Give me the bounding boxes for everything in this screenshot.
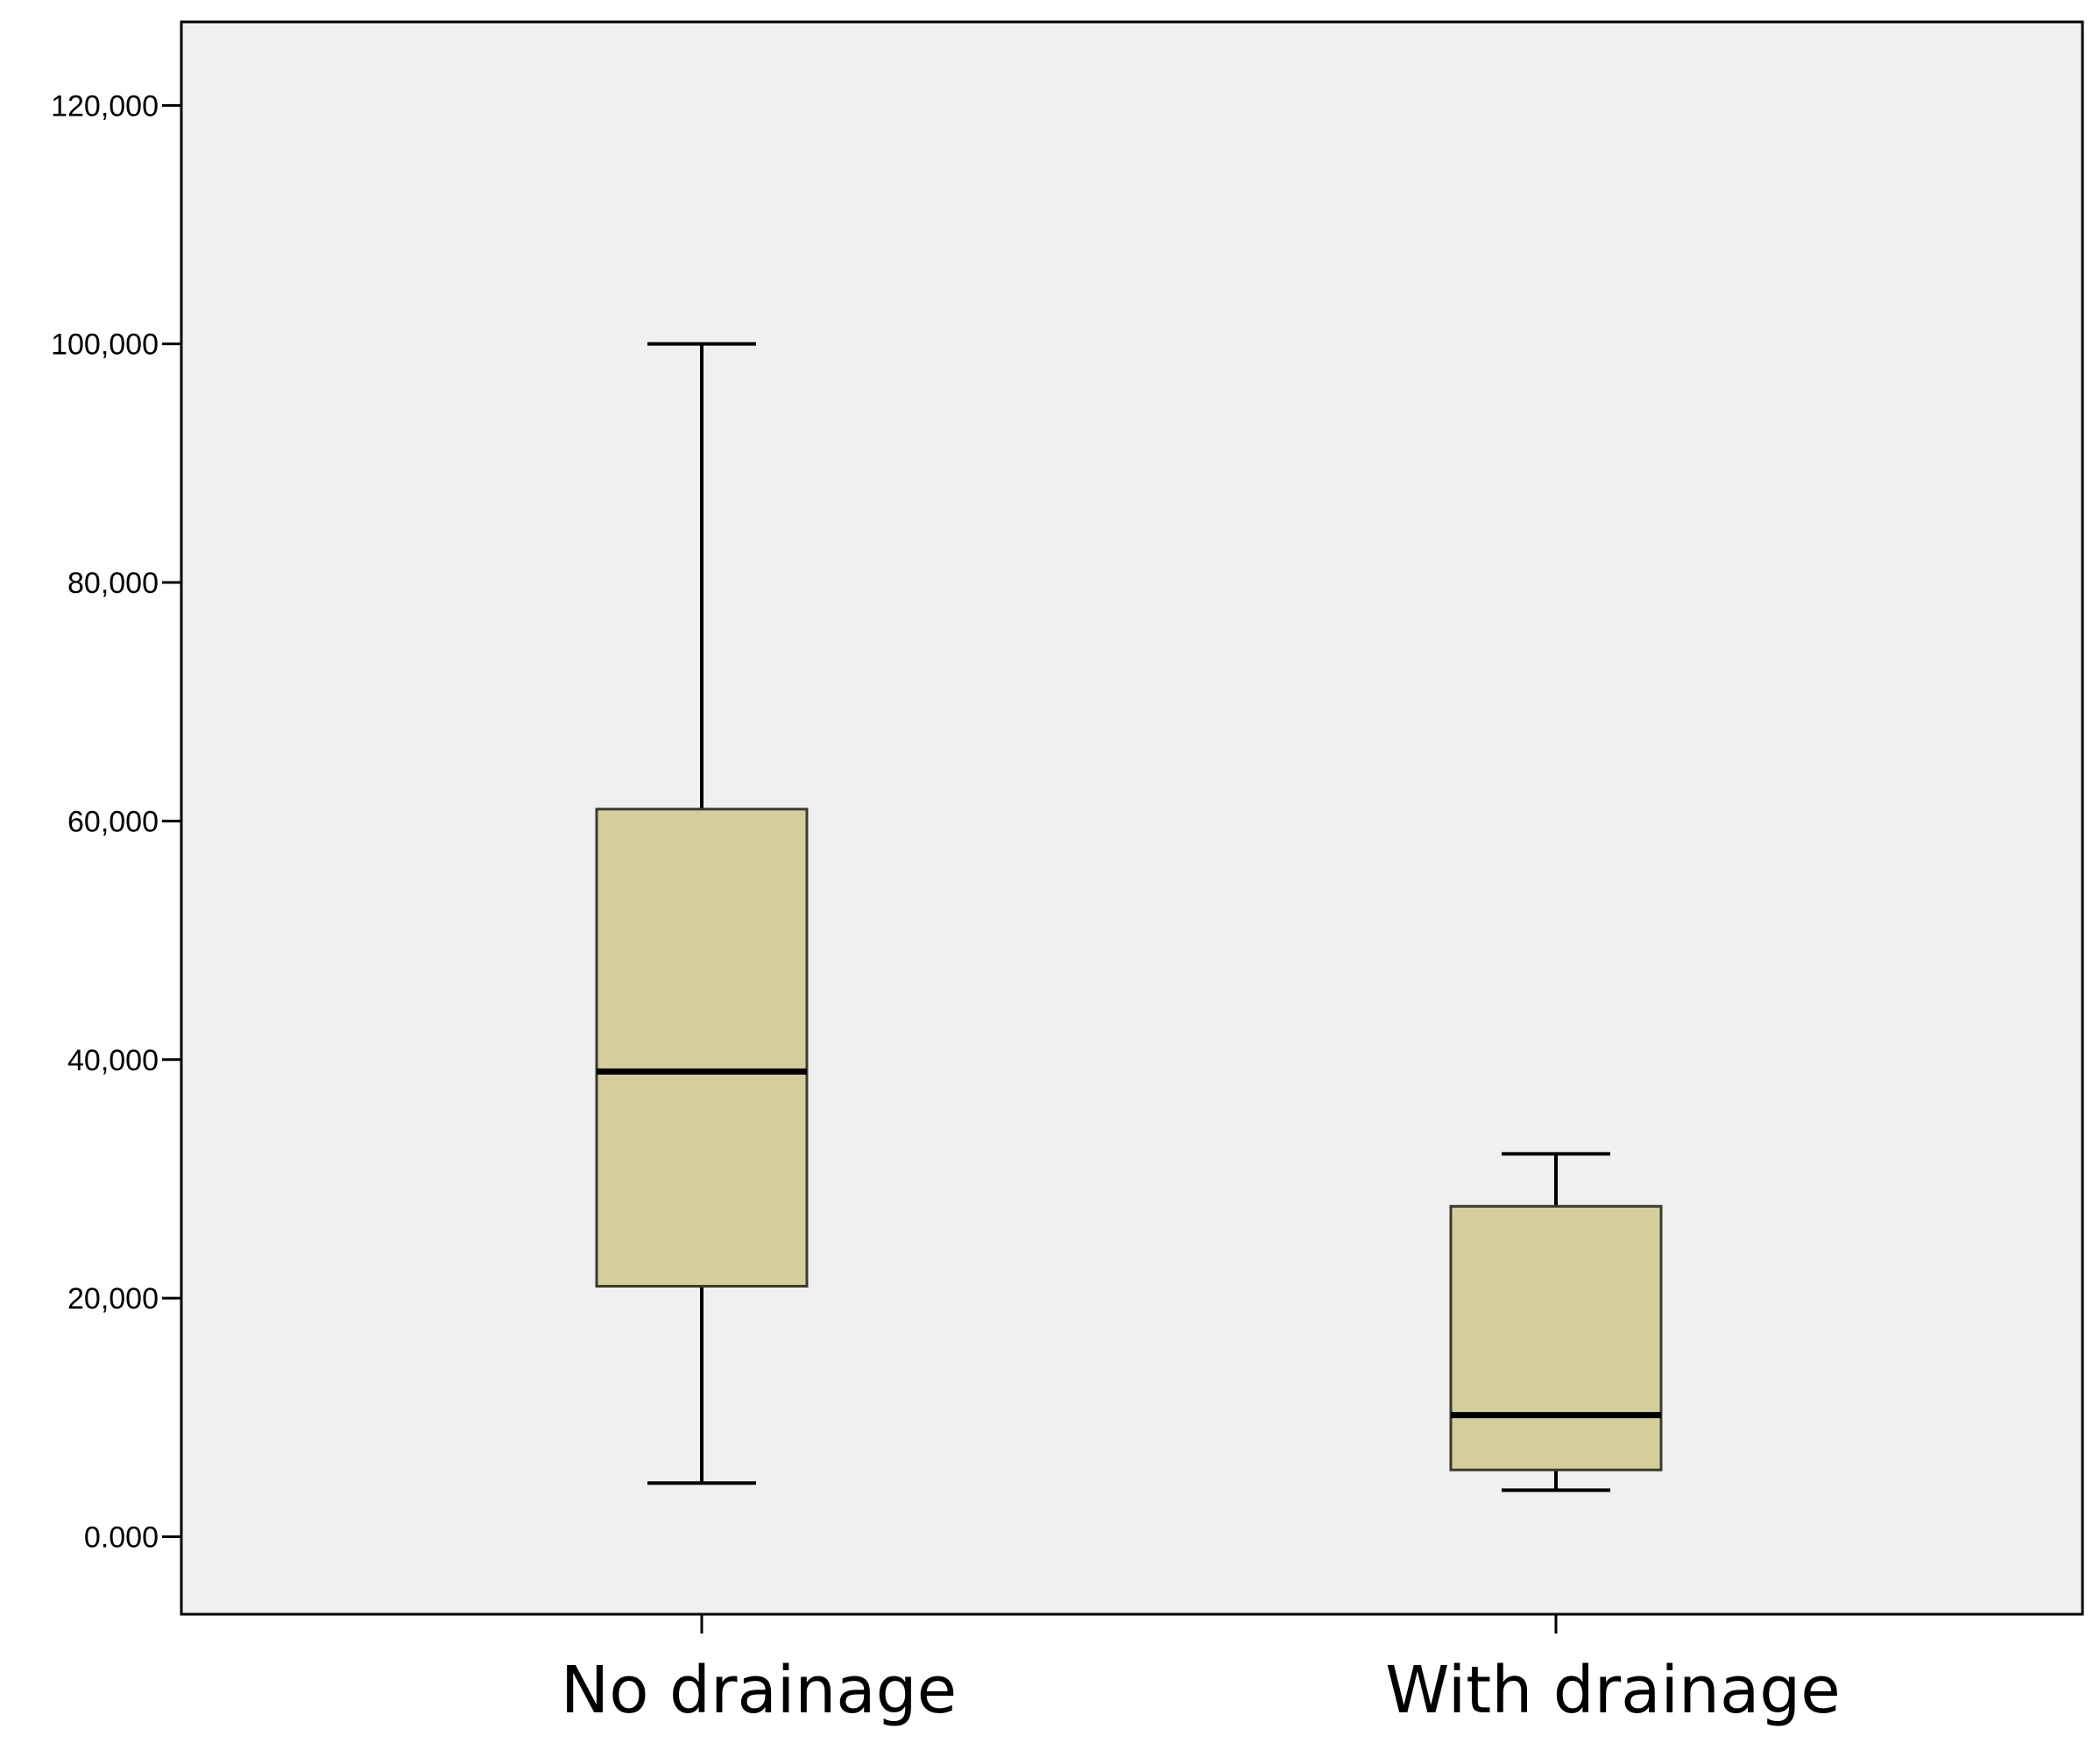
x-category-label: With drainage bbox=[1385, 1653, 1841, 1728]
boxes bbox=[595, 342, 1663, 1492]
box-group bbox=[595, 342, 809, 1485]
y-tick-label: 100,000 bbox=[51, 328, 159, 362]
y-tick-label: 20,000 bbox=[67, 1282, 159, 1316]
y-tick-label: 120,000 bbox=[51, 89, 159, 123]
y-axis: 0.000 20,000 40,000 60,000 80,000 100,000 120,… bbox=[51, 89, 181, 1554]
y-tick-label: 0.000 bbox=[84, 1521, 159, 1554]
x-category-label: No drainage bbox=[561, 1653, 957, 1728]
y-tick-label: 80,000 bbox=[67, 567, 159, 600]
x-axis: No drainage With drainage bbox=[561, 1614, 1841, 1728]
plot-area bbox=[180, 20, 2084, 1616]
box-group bbox=[1449, 1152, 1663, 1492]
iqr-box bbox=[1449, 1204, 1663, 1471]
iqr-box bbox=[595, 808, 809, 1288]
y-tick-label: 40,000 bbox=[67, 1044, 159, 1077]
y-tick-label: 60,000 bbox=[67, 805, 159, 838]
